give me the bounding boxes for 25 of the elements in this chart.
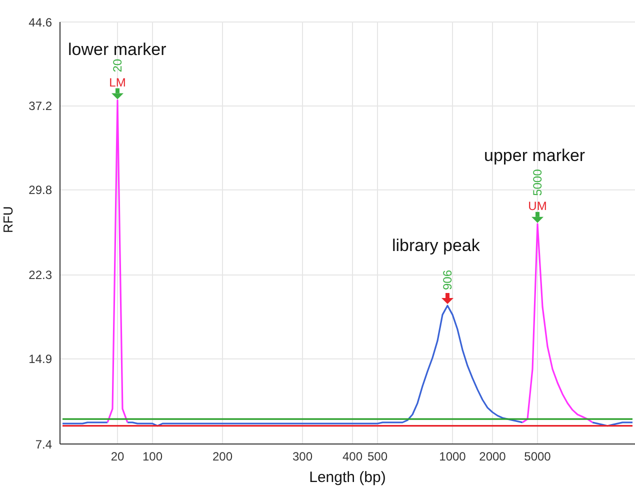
y-tick-label: 37.2 xyxy=(28,99,52,114)
annotation: LM xyxy=(109,75,126,90)
annotation: 20 xyxy=(110,58,124,72)
x-tick-label: 100 xyxy=(142,450,163,464)
annotation: lower marker xyxy=(68,40,167,59)
x-tick-label: 300 xyxy=(292,450,313,464)
x-tick-label: 200 xyxy=(212,450,233,464)
y-axis-title: RFU xyxy=(0,206,16,233)
x-tick-label: 400 xyxy=(342,450,363,464)
x-axis-title: Length (bp) xyxy=(309,469,386,486)
annotation: library peak xyxy=(392,236,480,255)
y-tick-label: 22.3 xyxy=(28,268,52,282)
y-tick-label: 7.4 xyxy=(35,437,52,452)
annotation: upper marker xyxy=(484,146,586,165)
y-tick-label: 14.9 xyxy=(28,352,52,366)
y-tick-label: 29.8 xyxy=(28,183,52,198)
annotation: UM xyxy=(528,198,547,213)
x-tick-label: 5000 xyxy=(524,450,552,464)
x-tick-label: 500 xyxy=(367,450,388,464)
annotation: 5000 xyxy=(530,168,544,196)
x-tick-label: 20 xyxy=(110,450,124,464)
x-tick-label: 2000 xyxy=(479,450,506,464)
x-tick-label: 1000 xyxy=(439,450,466,464)
annotation: 906 xyxy=(440,270,454,290)
y-tick-label: 44.6 xyxy=(28,15,52,30)
